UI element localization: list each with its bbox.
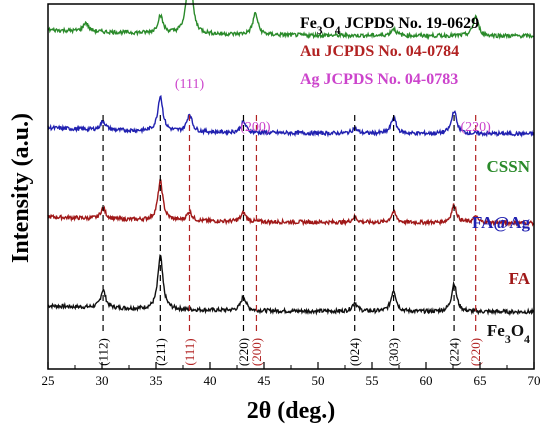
hkl-label-8: (220) [468,338,483,366]
x-tick-label-70: 70 [528,373,541,388]
peak-label-1: (200) [240,120,271,135]
hkl-label-0: (112) [96,338,111,366]
x-tick-label-30: 30 [96,373,109,388]
hkl-label-bg [236,334,251,370]
x-tick-label-45: 45 [258,373,271,388]
x-tick-label-25: 25 [42,373,55,388]
series-line-fe3o4 [47,254,535,317]
hkl-label-2: (111) [182,338,197,365]
hkl-label-6: (303) [386,338,401,366]
series-label-fa: FA [509,269,531,288]
hkl-label-bg [347,334,362,370]
series-line-cssn [47,0,534,41]
peak-label-0: (111) [175,77,205,92]
hkl-label-1: (211) [153,338,168,366]
series-line-fa-ag [47,94,535,138]
hkl-label-bg [386,334,401,370]
hkl-label-5: (024) [347,338,362,366]
hkl-label-bg [182,334,197,370]
hkl-label-bg [447,334,462,370]
hkl-label-bg [249,334,264,370]
legend-entry-2: Ag JCPDS No. 04-0783 [300,71,458,88]
plot-frame [47,3,535,370]
hkl-label-3: (220) [236,338,251,366]
x-tick-label-65: 65 [474,373,487,388]
hkl-label-4: (200) [249,338,264,366]
series-label-fe3o4: Fe3O4 [487,321,530,346]
x-axis-title: 2θ (deg.) [247,398,336,424]
series-labels: (111) (200) (220) Fe3O4 FA FA@Ag CSSN [175,77,531,346]
series-lines [47,0,535,317]
legend-entry-1: Au JCPDS No. 04-0784 [300,43,459,60]
x-tick-label-35: 35 [150,373,163,388]
series-label-cssn: CSSN [487,157,531,176]
peak-label-2: (220) [461,120,492,135]
hkl-label-bg [468,334,483,370]
x-tick-label-55: 55 [366,373,379,388]
x-axis-ticks: 25 30 35 40 45 50 55 60 65 70 [42,362,541,388]
legend-entry-0: Fe3O4 JCPDS No. 19-0629 [300,15,479,37]
hkl-label-bg [96,334,111,370]
reference-lines: (112) (211) (111) (220)(200) (024) (303) (224)… [96,115,483,370]
x-tick-label-40: 40 [204,373,217,388]
x-tick-label-60: 60 [420,373,433,388]
x-tick-label-50: 50 [312,373,325,388]
series-label-fa-ag: FA@Ag [472,213,530,232]
y-axis-title: Intensity (a.u.) [8,113,34,263]
hkl-label-7: (224) [447,338,462,366]
series-line-fa [47,178,535,227]
reference-legend: Fe3O4 JCPDS No. 19-0629 Au JCPDS No. 04-0… [300,15,479,88]
hkl-label-bg [153,334,168,370]
